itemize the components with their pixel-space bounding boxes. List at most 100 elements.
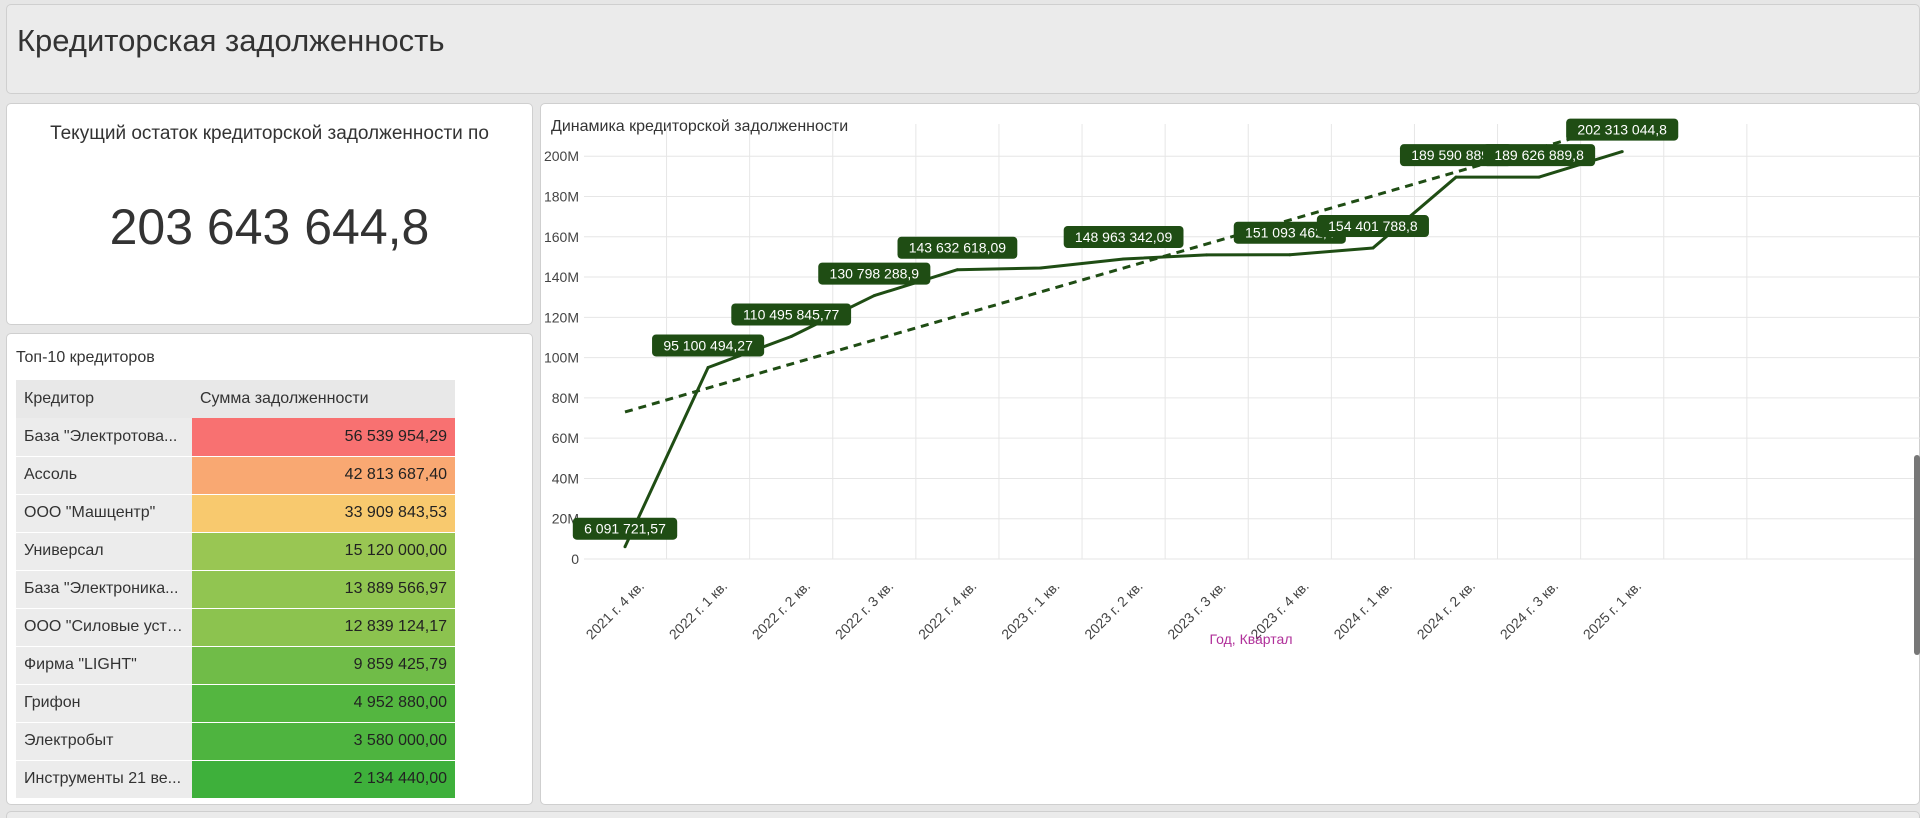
y-tick-label: 20M (552, 511, 579, 527)
y-tick-label: 160M (544, 229, 579, 245)
table-row[interactable]: Ассоль 42 813 687,40 (16, 456, 455, 495)
y-tick-label: 120M (544, 309, 579, 325)
creditor-name: ООО "Машцентр" (16, 494, 192, 533)
data-label: 151 093 462,4 (1245, 225, 1335, 241)
table-row[interactable]: ООО "Машцентр" 33 909 843,53 (16, 494, 455, 533)
data-label-box (1063, 226, 1184, 249)
creditor-name: Универсал (16, 532, 192, 571)
y-tick-label: 60M (552, 430, 579, 446)
data-label: 189 590 889,8 (1411, 147, 1501, 163)
y-tick-label: 40M (552, 470, 579, 486)
data-label: 95 100 494,27 (663, 337, 753, 353)
creditor-name: Электробыт (16, 722, 192, 761)
column-header-amount[interactable]: Сумма задолженности (192, 380, 455, 418)
data-point (789, 334, 793, 338)
x-tick-label: 2024 г. 1 кв. (1330, 578, 1395, 643)
data-label-box (731, 303, 852, 326)
data-point (706, 365, 710, 369)
creditor-amount: 2 134 440,00 (192, 760, 455, 799)
data-point (1537, 175, 1541, 179)
data-point (623, 545, 627, 549)
kpi-caption: Текущий остаток кредиторской задолженнос… (50, 123, 489, 144)
kpi-card: Текущий остаток кредиторской задолженнос… (6, 103, 533, 325)
creditor-name: Грифон (16, 684, 192, 723)
creditor-amount: 4 952 880,00 (192, 684, 455, 723)
kpi-value: 203 643 644,8 (109, 199, 430, 255)
y-tick-label: 80M (552, 390, 579, 406)
creditor-name: База "Электротова... (16, 418, 192, 457)
data-label-box (572, 517, 678, 540)
next-panel-edge (6, 811, 1920, 818)
x-tick-label: 2022 г. 1 кв. (666, 578, 731, 643)
data-point (1205, 253, 1209, 257)
data-label: 148 963 342,09 (1075, 229, 1173, 245)
data-label: 6 091 721,57 (584, 521, 666, 537)
data-label: 189 626 889,8 (1494, 147, 1584, 163)
x-tick-label: 2022 г. 2 кв. (749, 578, 814, 643)
x-tick-label: 2022 г. 4 кв. (915, 578, 980, 643)
data-label-box (1316, 215, 1429, 238)
data-label: 143 632 618,09 (909, 240, 1007, 256)
data-point (1039, 266, 1042, 270)
chart-card: Динамика кредиторской задолженности 0 20M… (540, 103, 1920, 805)
creditor-amount: 42 813 687,40 (192, 456, 455, 495)
x-tick-label: 2023 г. 1 кв. (998, 578, 1063, 643)
data-label: 202 313 044,8 (1577, 122, 1667, 138)
data-label: 110 495 845,77 (743, 306, 839, 322)
data-point (1122, 257, 1126, 261)
page-title: Кредиторская задолженность (17, 23, 445, 58)
table-row[interactable]: Грифон 4 952 880,00 (16, 684, 455, 723)
x-tick-label: 2021 г. 4 кв. (583, 578, 648, 643)
table-row[interactable]: Инструменты 21 ве... 2 134 440,00 (16, 760, 455, 799)
data-label-box (818, 262, 931, 285)
top-creditors-card: Топ-10 кредиторов Кредитор Сумма задолже… (6, 333, 533, 805)
x-axis-title: Год, Квартал (1210, 631, 1293, 647)
creditor-amount: 3 580 000,00 (192, 722, 455, 761)
x-tick-label: 2023 г. 2 кв. (1081, 578, 1146, 643)
trend-line (624, 122, 1623, 414)
series-line (623, 150, 1623, 548)
x-tick-label: 2025 г. 1 кв. (1580, 578, 1645, 643)
table-row[interactable]: Фирма "LIGHT" 9 859 425,79 (16, 646, 455, 685)
table-row[interactable]: База "Электроника... 13 889 566,97 (16, 570, 455, 609)
top-creditors-caption: Топ-10 кредиторов (16, 349, 155, 366)
creditor-name: Ассоль (16, 456, 192, 495)
data-point (955, 268, 959, 272)
creditors-table-body: База "Электротова... 56 539 954,29 Ассоль 4… (16, 418, 455, 799)
data-label-box (897, 236, 1018, 259)
creditors-table: Кредитор Сумма задолженности База "Элект… (16, 380, 455, 799)
creditor-amount: 56 539 954,29 (192, 418, 455, 457)
y-tick-label: 100M (544, 350, 579, 366)
vertical-scrollbar[interactable] (1914, 455, 1920, 655)
creditor-amount: 13 889 566,97 (192, 570, 455, 609)
x-tick-label: 2022 г. 3 кв. (832, 578, 897, 643)
x-tick-label: 2024 г. 3 кв. (1497, 578, 1562, 643)
data-point (872, 294, 876, 298)
data-label: 130 798 288,9 (830, 266, 920, 282)
creditor-name: ООО "Силовые уста... (16, 608, 192, 647)
table-header-row: Кредитор Сумма задолженности (16, 380, 455, 418)
column-header-creditor[interactable]: Кредитор (16, 380, 192, 418)
data-label: 154 401 788,8 (1328, 218, 1418, 234)
creditor-amount: 33 909 843,53 (192, 494, 455, 533)
y-tick-label: 0 (571, 551, 579, 567)
table-row[interactable]: Универсал 15 120 000,00 (16, 532, 455, 571)
table-row[interactable]: Электробыт 3 580 000,00 (16, 722, 455, 761)
data-label-box (1483, 144, 1596, 167)
table-row[interactable]: База "Электротова... 56 539 954,29 (16, 418, 455, 457)
data-point (1620, 150, 1624, 154)
x-tick-label: 2024 г. 2 кв. (1414, 578, 1479, 643)
line-chart: 0 20M 40M 60M 80M 100M 120M 140M 160M 180M 200M 202… (544, 118, 1920, 647)
y-tick-label: 200M (544, 148, 579, 164)
table-row[interactable]: ООО "Силовые уста... 12 839 124,17 (16, 608, 455, 647)
creditor-amount: 9 859 425,79 (192, 646, 455, 685)
creditor-amount: 15 120 000,00 (192, 532, 455, 571)
data-point (1371, 246, 1375, 250)
data-point (1288, 253, 1292, 257)
title-panel: Кредиторская задолженность (6, 4, 1920, 94)
creditor-name: Инструменты 21 ве... (16, 760, 192, 799)
data-label-box (1566, 118, 1679, 141)
data-point (1454, 175, 1458, 179)
creditor-name: Фирма "LIGHT" (16, 646, 192, 685)
creditor-name: База "Электроника... (16, 570, 192, 609)
